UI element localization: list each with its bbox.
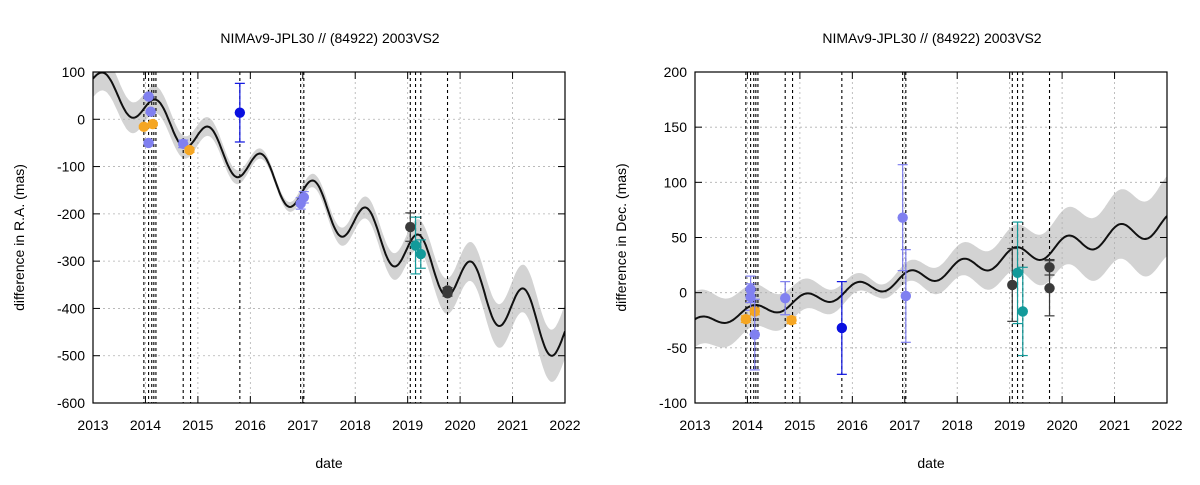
marker: [749, 329, 760, 340]
y-tick-label: -500: [57, 348, 85, 364]
data-point: [143, 137, 154, 149]
marker: [184, 144, 195, 156]
data-point: [897, 164, 908, 272]
x-tick-label: 2022: [1151, 417, 1182, 433]
data-point: [298, 191, 310, 204]
marker: [897, 212, 908, 223]
y-tick-label: -600: [57, 395, 85, 411]
y-tick-label: -100: [57, 159, 85, 175]
x-tick-label: 2016: [235, 417, 266, 433]
x-tick-label: 2015: [182, 417, 213, 433]
marker: [780, 292, 791, 304]
x-tick-label: 2019: [392, 417, 423, 433]
y-tick-label: -50: [667, 340, 687, 356]
marker: [145, 106, 156, 117]
y-tick-label: 200: [664, 64, 688, 80]
y-tick-label: 150: [664, 119, 688, 135]
x-tick-label: 2021: [497, 417, 528, 433]
y-axis-label: difference in Dec. (mas): [613, 163, 629, 311]
marker: [442, 288, 453, 299]
data-point: [1017, 266, 1028, 357]
x-axis-label: date: [917, 455, 944, 471]
y-tick-label: 50: [671, 230, 687, 246]
data-point: [1044, 260, 1055, 317]
chart-panel-1: -600 -500 -400 -300 -200 -100 0 100 2013 2014 2015…: [11, 30, 581, 471]
data-point: [415, 239, 426, 269]
marker: [143, 91, 154, 102]
uncertainty-band: [695, 176, 1167, 348]
x-tick-label: 2019: [994, 417, 1025, 433]
data-point: [145, 106, 156, 117]
marker: [1044, 283, 1055, 294]
data-point: [147, 118, 158, 130]
x-axis-label: date: [315, 455, 342, 471]
marker: [836, 322, 848, 334]
x-tick-label: 2020: [1047, 417, 1078, 433]
x-tick-label: 2015: [784, 417, 815, 433]
y-tick-label: 0: [77, 111, 85, 127]
data-point: [410, 216, 421, 275]
x-tick-label: 2014: [130, 417, 161, 433]
y-tick-label: -100: [659, 395, 687, 411]
x-tick-label: 2021: [1099, 417, 1130, 433]
data-point: [780, 281, 791, 316]
chart-panel-2: -100 -50 0 50 100 150 200 2013 2014 2015 2016 2017 2…: [613, 30, 1183, 471]
model-line: [695, 215, 1167, 325]
y-tick-label: 100: [62, 64, 86, 80]
data-point: [786, 315, 797, 326]
data-point: [442, 288, 453, 299]
marker: [415, 248, 426, 260]
marker: [900, 290, 912, 302]
marker: [234, 107, 246, 118]
data-point: [1012, 221, 1023, 325]
data-point: [184, 144, 195, 156]
data-point: [900, 249, 912, 343]
data-point: [138, 121, 150, 133]
marker: [298, 192, 310, 203]
y-axis-label: difference in R.A. (mas): [11, 164, 27, 311]
y-tick-label: 100: [664, 174, 688, 190]
x-tick-label: 2016: [837, 417, 868, 433]
x-tick-label: 2018: [942, 417, 973, 433]
chart-title: NIMAv9-JPL30 // (84922) 2003VS2: [220, 30, 439, 46]
data-point: [836, 281, 848, 375]
data-point: [234, 82, 246, 143]
data-point: [749, 298, 760, 371]
marker: [786, 315, 797, 326]
marker: [138, 121, 150, 133]
plot-frame: [92, 71, 566, 404]
marker: [1012, 267, 1023, 279]
x-tick-label: 2018: [340, 417, 371, 433]
marker: [1007, 279, 1018, 291]
marker: [740, 313, 752, 325]
y-tick-label: -300: [57, 253, 85, 269]
y-tick-label: 0: [679, 285, 687, 301]
x-tick-label: 2022: [549, 417, 580, 433]
plot-area: [695, 72, 1167, 403]
marker: [147, 118, 158, 130]
data-point: [1007, 247, 1018, 322]
marker: [405, 221, 416, 233]
x-tick-label: 2017: [889, 417, 920, 433]
x-tick-label: 2017: [287, 417, 318, 433]
marker: [410, 240, 421, 251]
plot-area: [93, 72, 565, 403]
y-tick-label: -200: [57, 206, 85, 222]
y-tick-label: -400: [57, 300, 85, 316]
model-line: [93, 72, 565, 357]
marker: [143, 137, 154, 149]
x-tick-label: 2013: [77, 417, 108, 433]
data-point: [740, 313, 752, 325]
data-point: [143, 91, 154, 102]
x-tick-label: 2020: [445, 417, 476, 433]
x-tick-label: 2014: [732, 417, 763, 433]
marker: [1017, 306, 1028, 317]
chart-title: NIMAv9-JPL30 // (84922) 2003VS2: [822, 30, 1041, 46]
uncertainty-band: [93, 72, 565, 382]
x-tick-label: 2013: [679, 417, 710, 433]
